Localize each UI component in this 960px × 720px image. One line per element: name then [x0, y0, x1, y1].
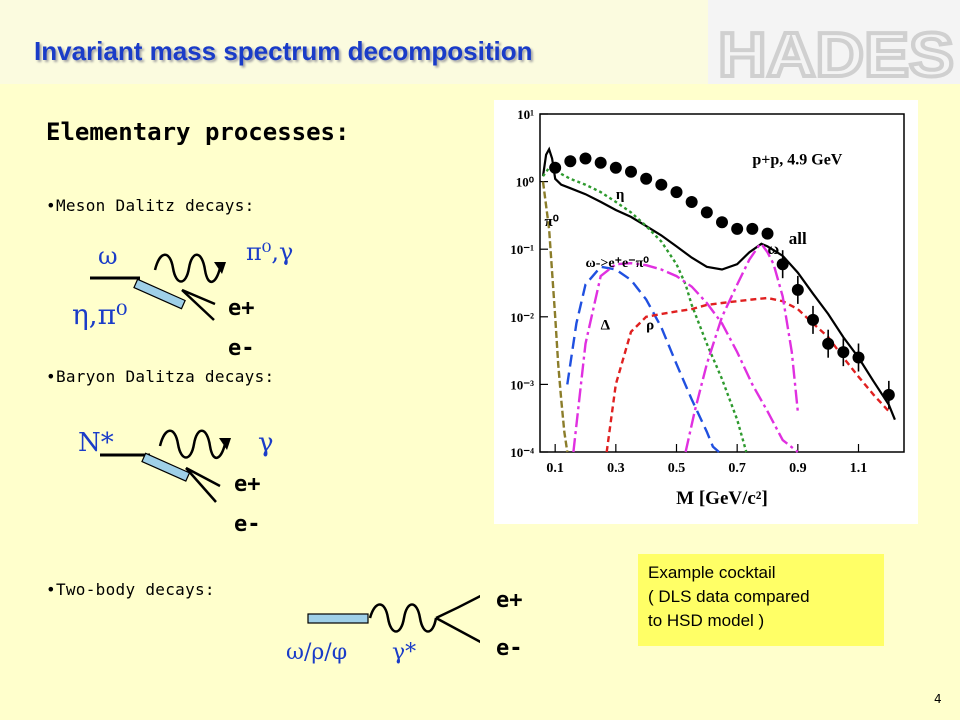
meson-spectator-label: η,π⁰ [72, 298, 128, 331]
bullet-baryon: •Baryon Dalitza decays: [46, 367, 275, 386]
baryon-diagram [100, 429, 231, 503]
meson-positron-label: e+ [228, 296, 255, 321]
baryon-positron-label: e+ [234, 472, 261, 497]
data-point [807, 313, 819, 326]
annotation-6: ω [768, 241, 780, 258]
plot-frame [539, 113, 905, 453]
cocktail-note: Example cocktail ( DLS data compared to … [638, 554, 884, 646]
annotation-4: Δ [601, 317, 611, 333]
data-point [700, 206, 713, 219]
slide-title: Invariant mass spectrum decomposition [34, 36, 533, 66]
twobody-photon-label: γ* [392, 640, 417, 665]
y-tick-label: 10⁻¹ [510, 242, 534, 257]
data-point [609, 161, 622, 174]
note-line-2: ( DLS data compared [648, 587, 810, 606]
data-point [776, 258, 789, 271]
series-1-line [541, 181, 569, 453]
data-point [822, 337, 835, 350]
series-0-line [541, 146, 896, 421]
data-point [837, 346, 850, 359]
series-2-line [542, 166, 748, 453]
series-4-line [572, 261, 799, 453]
data-point [761, 227, 774, 240]
meson-diagram [90, 253, 226, 321]
bullet-meson: •Meson Dalitz decays: [46, 196, 255, 215]
meson-photon-label: π⁰,γ [246, 238, 294, 266]
x-tick-label: 0.5 [668, 461, 686, 476]
baryon-electron-label: e- [234, 512, 261, 537]
annotation-3: ω->e⁺e⁻π⁰ [586, 256, 650, 271]
x-tick-label: 0.3 [607, 461, 625, 476]
data-point [564, 155, 577, 168]
baryon-photon-label: γ [258, 428, 274, 458]
hades-logo-text: HADES [718, 21, 954, 84]
x-tick-label: 1.1 [850, 461, 868, 476]
meson-electron-label: e- [228, 336, 255, 361]
data-point [716, 216, 728, 229]
data-point [579, 152, 592, 165]
data-point [731, 222, 744, 235]
x-tick-label: 0.7 [728, 461, 746, 476]
y-tick-label: 10⁻² [510, 310, 534, 325]
data-point [791, 283, 804, 296]
data-point [594, 156, 607, 169]
baryon-parent-label: N* [78, 428, 114, 458]
meson-parent-label: ω [98, 242, 118, 270]
annotation-0: p+p, 4.9 GeV [752, 151, 842, 168]
data-point [549, 161, 562, 174]
hades-logo: HADES [708, 0, 960, 92]
x-tick-label: 0.9 [789, 461, 807, 476]
page-number: 4 [934, 692, 942, 706]
twobody-diagram [307, 594, 480, 644]
bullet-meson-label: Meson Dalitz decays: [55, 196, 255, 215]
annotation-5: ρ [646, 317, 654, 333]
bullet-twobody: •Two-body decays: [46, 580, 215, 599]
decay-diagrams [90, 253, 480, 644]
note-line-3: to HSD model ) [648, 611, 765, 630]
annotation-7: all [789, 229, 807, 248]
bullet-baryon-label: Baryon Dalitza decays: [55, 367, 275, 386]
data-point [625, 165, 637, 178]
data-point [852, 351, 865, 364]
data-point [670, 186, 683, 199]
data-point [882, 388, 895, 401]
y-tick-label: 10⁻³ [510, 377, 534, 392]
data-point [640, 172, 653, 185]
twobody-positron-label: e+ [496, 588, 523, 613]
y-tick-label: 10⁻⁴ [510, 445, 534, 460]
cocktail-chart: 0.1 0.3 0.5 0.7 0.9 1.1 10⁻⁴ 10⁻³ 10⁻² 10⁻¹ 10⁰ 10¹… [510, 107, 905, 509]
twobody-parent-label: ω/ρ/φ [286, 640, 348, 665]
data-point [655, 178, 668, 191]
series-3-line [566, 265, 720, 453]
bullet-twobody-label: Two-body decays: [55, 580, 215, 599]
x-axis-label: M [GeV/c²] [676, 488, 768, 509]
data-point [685, 195, 698, 208]
y-tick-label: 10⁰ [516, 175, 535, 190]
section-heading: Elementary processes: [46, 118, 350, 146]
annotation-1: π⁰ [545, 214, 559, 230]
cocktail-plot: 0.1 0.3 0.5 0.7 0.9 1.1 10⁻⁴ 10⁻³ 10⁻² 10⁻¹ 10⁰ 10¹… [494, 100, 918, 524]
y-tick-label: 10¹ [517, 107, 534, 122]
note-line-1: Example cocktail [648, 563, 776, 582]
data-point [746, 222, 759, 235]
series-6-line [684, 242, 799, 453]
twobody-electron-label: e- [496, 636, 523, 661]
annotation-2: η [616, 187, 625, 203]
x-tick-label: 0.1 [546, 461, 564, 476]
